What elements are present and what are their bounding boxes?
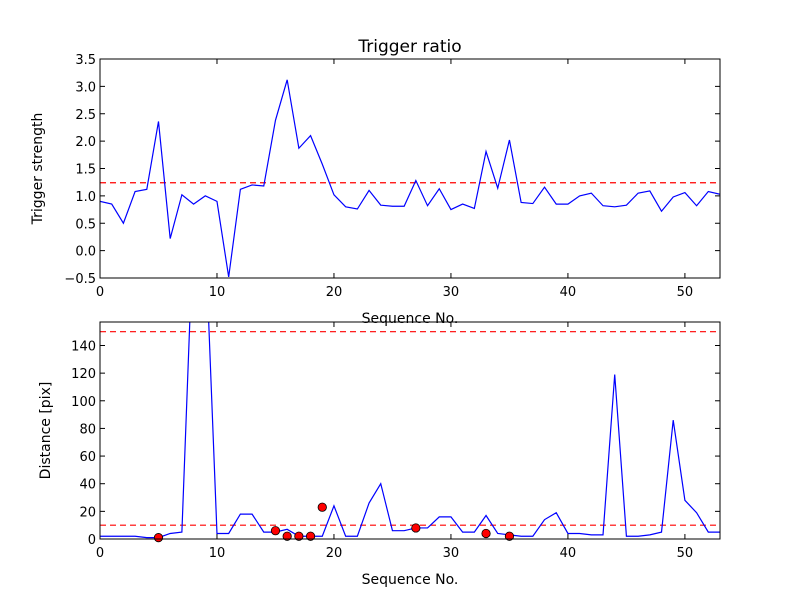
y-axis-label: Distance [pix] [38,382,54,480]
y-tick-label: 0 [88,533,96,548]
y-tick-label: 100 [71,395,96,410]
outlier-marker [282,531,292,541]
y-tick-label: −0.5 [64,272,96,287]
trigger-ratio-plot: 0 10 20 30 40 50 −0.5 0.0 0.5 1.0 1.5 2.0 2.5 3.0 3.5… [30,37,721,327]
x-tick-label: 40 [560,285,577,300]
y-tick-label: 140 [71,339,96,354]
y-tick-label: 120 [71,367,96,382]
x-axis-label: Sequence No. [362,572,459,588]
x-tick-label: 50 [677,546,694,561]
x-tick-label: 30 [443,546,460,561]
x-tick-label: 50 [677,285,694,300]
outlier-marker [294,531,304,541]
x-tick-label: 20 [326,546,343,561]
outlier-marker [305,531,316,541]
x-tick-label: 30 [443,285,460,300]
y-tick-label: 2.0 [75,135,96,150]
outlier-marker [153,533,164,543]
y-tick-label: 3.5 [75,53,96,68]
outlier-marker [481,528,491,539]
outlier-marker [504,531,515,541]
series-line [100,79,720,277]
outlier-marker [411,523,421,533]
y-tick-label: 60 [79,450,96,465]
plot-frame [99,321,721,540]
y-axis-label: Trigger strength [30,113,46,226]
y-tick-label: 40 [79,478,96,493]
x-axis-label: Sequence No. [362,311,459,327]
series-line [100,322,720,539]
x-tick-label: 10 [209,546,226,561]
outlier-marker [317,502,327,512]
x-tick-label: 20 [326,285,343,300]
y-tick-label: 1.5 [75,163,96,178]
y-tick-label: 2.5 [75,108,96,123]
x-tick-label: 0 [96,285,104,300]
x-tick-label: 10 [209,285,226,300]
y-tick-label: 0.5 [75,217,96,232]
outlier-marker [270,526,281,536]
chart-title: Trigger ratio [357,37,461,57]
x-tick-label: 40 [560,546,577,561]
x-tick-label: 0 [96,546,104,561]
y-tick-label: 80 [79,422,96,437]
y-tick-label: 0.0 [75,245,96,260]
distance-plot: 0 10 20 30 40 50 0 20 40 60 80 100 120 140 Sequence … [38,321,721,588]
y-tick-label: 20 [79,505,96,520]
y-tick-label: 1.0 [75,190,96,205]
y-tick-label: 3.0 [75,80,96,95]
